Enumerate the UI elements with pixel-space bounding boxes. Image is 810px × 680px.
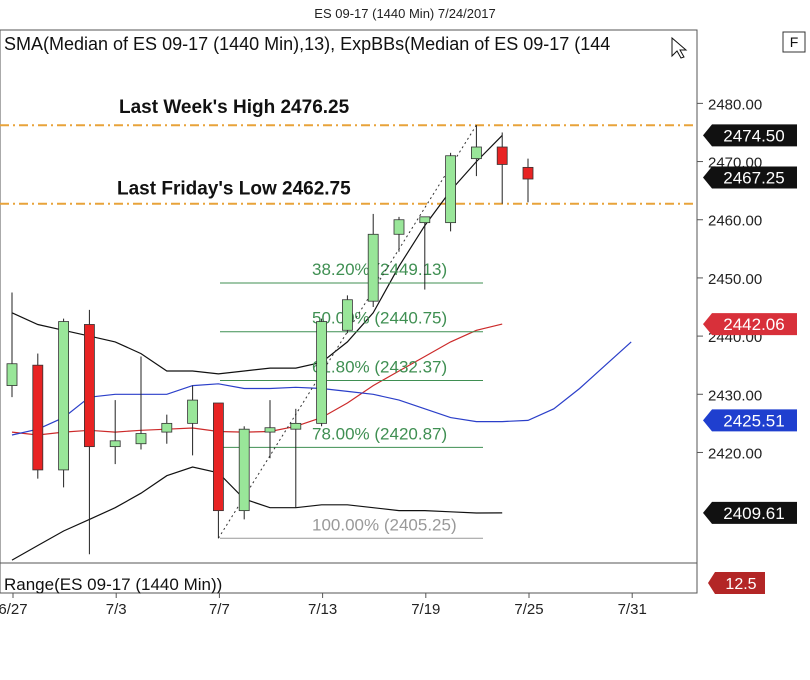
price-badge-label: 2425.51 bbox=[723, 411, 784, 430]
candle-body bbox=[238, 428, 250, 512]
candle-body bbox=[316, 321, 328, 424]
study-header: SMA(Median of ES 09-17 (1440 Min),13), E… bbox=[4, 34, 610, 54]
x-tick-label: 6/27 bbox=[0, 601, 28, 618]
candle-body bbox=[161, 422, 173, 433]
chart-title: ES 09-17 (1440 Min) 7/24/2017 bbox=[314, 6, 495, 21]
price-badge-bg bbox=[703, 313, 797, 336]
range-pane-frame bbox=[0, 562, 698, 594]
f-button-label: F bbox=[790, 34, 799, 50]
candle-body bbox=[445, 155, 457, 224]
level-label: Last Friday's Low 2462.75 bbox=[117, 179, 351, 200]
price-badge: 2474.50 bbox=[703, 124, 797, 147]
candle-body bbox=[6, 363, 18, 386]
candle-body bbox=[109, 440, 121, 448]
candle-body bbox=[522, 166, 534, 180]
level-label: Last Week's High 2476.25 bbox=[119, 97, 350, 118]
series-line-lower bbox=[11, 466, 503, 561]
x-tick-label: 7/31 bbox=[618, 601, 647, 618]
candle-body bbox=[290, 422, 302, 430]
price-badge-bg bbox=[703, 124, 797, 147]
price-badge: 2425.51 bbox=[703, 409, 797, 432]
candle-body bbox=[496, 146, 508, 165]
candle-body bbox=[341, 299, 353, 331]
cursor-icon bbox=[671, 36, 688, 59]
y-tick-label: 2430.00 bbox=[708, 387, 762, 404]
x-tick-label: 7/7 bbox=[209, 601, 230, 618]
candle-body bbox=[393, 219, 405, 235]
trend-line bbox=[217, 124, 477, 539]
range-value: 12.5 bbox=[725, 576, 756, 593]
price-badge-bg bbox=[703, 166, 797, 189]
candle-body bbox=[470, 146, 482, 160]
candle-body bbox=[32, 364, 44, 471]
fib-label: 61.80% (2432.37) bbox=[312, 357, 447, 376]
x-tick-label: 7/13 bbox=[308, 601, 337, 618]
price-badge-label: 2474.50 bbox=[723, 126, 784, 145]
price-badge: 2467.25 bbox=[703, 166, 797, 189]
x-tick-label: 7/3 bbox=[106, 601, 127, 618]
y-tick-label: 2450.00 bbox=[708, 271, 762, 288]
f-button[interactable]: F bbox=[782, 31, 806, 53]
price-badge-label: 2442.06 bbox=[723, 315, 784, 334]
y-tick-label: 2420.00 bbox=[708, 445, 762, 462]
fib-label: 78.00% (2420.87) bbox=[312, 424, 447, 443]
price-badge-label: 2467.25 bbox=[723, 169, 784, 188]
range-label: Range(ES 09-17 (1440 Min)) bbox=[4, 575, 222, 594]
price-badge: 2442.06 bbox=[703, 313, 797, 336]
price-badge-bg bbox=[703, 501, 797, 524]
candle-body bbox=[367, 233, 379, 302]
fib-label: 38.20% (2449.13) bbox=[312, 260, 447, 279]
candle-body bbox=[264, 427, 276, 433]
y-tick-label: 2480.00 bbox=[708, 96, 762, 113]
price-badge-label: 2409.61 bbox=[723, 504, 784, 523]
fib-label: 50.00% (2440.75) bbox=[312, 309, 447, 328]
candle-body bbox=[58, 321, 69, 471]
y-tick-label: 2460.00 bbox=[708, 213, 762, 230]
price-badge: 2409.61 bbox=[703, 501, 797, 524]
x-tick-label: 7/25 bbox=[514, 601, 543, 618]
candle-body bbox=[419, 216, 431, 224]
fib-label: 100.00% (2405.25) bbox=[312, 515, 457, 534]
price-badge-bg bbox=[703, 409, 797, 432]
range-value-badge: 12.5 bbox=[708, 572, 765, 594]
x-tick-label: 7/19 bbox=[411, 601, 440, 618]
candle-body bbox=[212, 402, 224, 512]
candle-body bbox=[135, 433, 147, 445]
candle-body bbox=[187, 399, 199, 424]
candle-body bbox=[84, 324, 95, 448]
